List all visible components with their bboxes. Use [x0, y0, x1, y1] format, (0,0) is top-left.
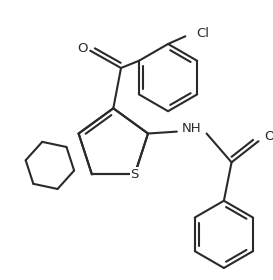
- Text: Cl: Cl: [196, 27, 209, 40]
- Text: NH: NH: [182, 122, 201, 135]
- Text: O: O: [77, 42, 88, 55]
- Text: O: O: [265, 130, 273, 143]
- Text: S: S: [130, 168, 139, 181]
